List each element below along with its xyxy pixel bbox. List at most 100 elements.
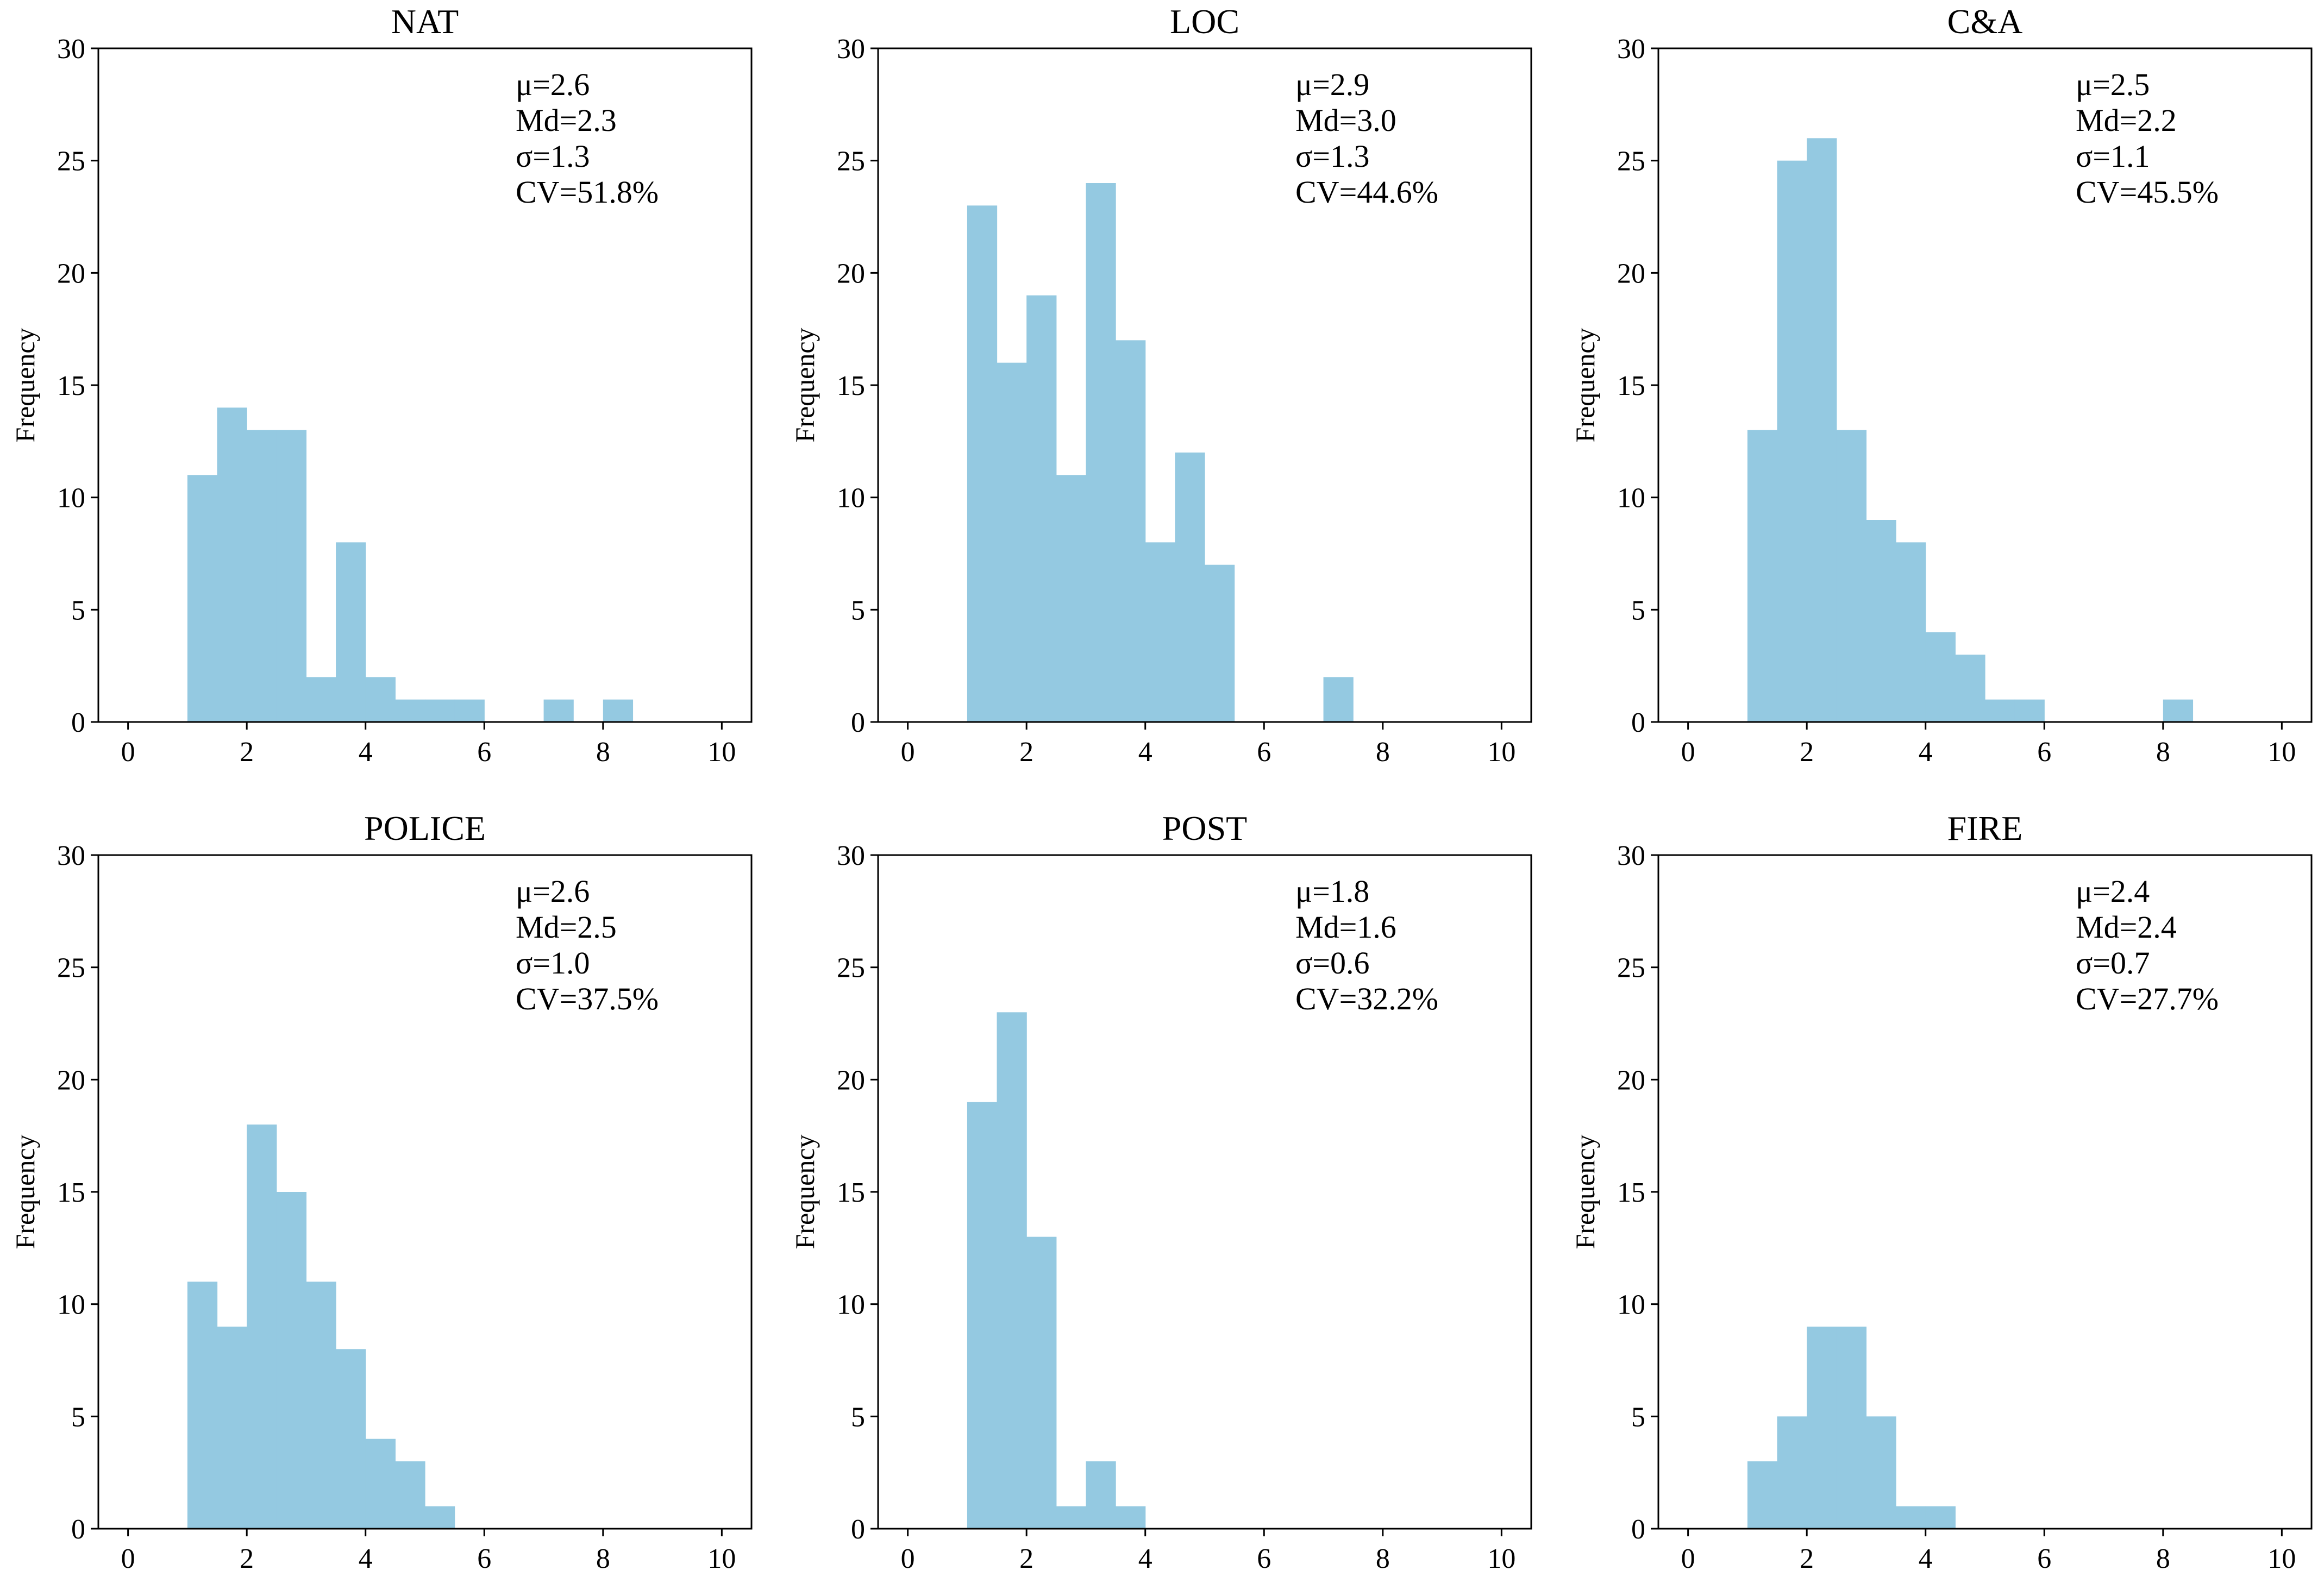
y-tick-label: 20 bbox=[1617, 1065, 1645, 1096]
x-tick-label: 8 bbox=[596, 737, 610, 768]
stat-annotation: μ=2.6 bbox=[516, 874, 590, 909]
x-tick-label: 8 bbox=[2156, 737, 2170, 768]
panel-post: 0 2 4 6 8 10 0 5 10 15 20 25 30 POST Frequency μ=1.8Md=… bbox=[790, 809, 1532, 1574]
stat-annotation: Md=2.5 bbox=[516, 909, 617, 945]
panel-title: POLICE bbox=[364, 809, 486, 847]
stat-annotation: σ=0.6 bbox=[1295, 945, 1369, 981]
x-tick-label: 0 bbox=[901, 1543, 915, 1574]
histogram-bar bbox=[1116, 340, 1146, 722]
histogram-bar bbox=[1866, 1416, 1896, 1529]
panel-fire: 0 2 4 6 8 10 0 5 10 15 20 25 30 FIRE Frequency μ=2.4Md=… bbox=[1570, 809, 2313, 1574]
histogram-bar bbox=[1056, 1506, 1087, 1529]
histogram-bar bbox=[217, 1327, 247, 1529]
stat-annotation: CV=32.2% bbox=[1295, 981, 1438, 1016]
histogram-bar bbox=[997, 1012, 1027, 1529]
y-tick-label: 20 bbox=[837, 258, 865, 289]
x-tick-label: 6 bbox=[477, 1543, 491, 1574]
histogram-bar bbox=[187, 1282, 218, 1529]
x-tick-label: 0 bbox=[901, 737, 915, 768]
histogram-bar bbox=[1866, 520, 1896, 722]
histogram-bar bbox=[276, 430, 307, 722]
y-tick-label: 5 bbox=[1631, 595, 1645, 626]
x-tick-label: 6 bbox=[477, 737, 491, 768]
y-axis-label: Frequency bbox=[1570, 1134, 1600, 1249]
y-tick-label: 5 bbox=[1631, 1402, 1645, 1433]
histogram-bar bbox=[1026, 295, 1057, 722]
x-tick-label: 2 bbox=[1800, 737, 1814, 768]
histogram-bar bbox=[603, 699, 634, 722]
histogram-bar bbox=[1925, 1506, 1956, 1529]
y-tick-label: 10 bbox=[57, 483, 85, 514]
stat-annotation: CV=27.7% bbox=[2076, 981, 2219, 1016]
histogram-bar bbox=[1896, 1506, 1926, 1529]
histogram-bar bbox=[306, 1282, 336, 1529]
stat-annotation: σ=1.3 bbox=[516, 139, 590, 174]
y-axis-label: Frequency bbox=[790, 1134, 820, 1249]
y-tick-label: 5 bbox=[71, 1402, 85, 1433]
y-tick-label: 10 bbox=[57, 1290, 85, 1321]
x-tick-label: 0 bbox=[1681, 1543, 1695, 1574]
panel-title: FIRE bbox=[1947, 809, 2023, 847]
histogram-bar bbox=[247, 430, 277, 722]
stat-annotation: CV=51.8% bbox=[516, 174, 659, 210]
x-tick-label: 8 bbox=[1376, 737, 1390, 768]
y-tick-label: 15 bbox=[57, 1177, 85, 1208]
x-tick-label: 6 bbox=[2037, 737, 2051, 768]
x-tick-label: 10 bbox=[1487, 737, 1515, 768]
axes-frame bbox=[1657, 854, 2313, 1530]
y-tick-label: 25 bbox=[837, 953, 865, 984]
y-tick-label: 30 bbox=[837, 840, 865, 871]
x-tick-label: 2 bbox=[1019, 737, 1033, 768]
histogram-bar bbox=[967, 1102, 998, 1529]
histogram-bar bbox=[336, 542, 366, 722]
stat-annotation: CV=45.5% bbox=[2076, 174, 2219, 210]
y-tick-label: 25 bbox=[57, 146, 85, 177]
x-tick-label: 8 bbox=[1376, 1543, 1390, 1574]
y-tick-label: 25 bbox=[1617, 953, 1645, 984]
histogram-bar bbox=[2014, 699, 2045, 722]
histogram-bar bbox=[1145, 542, 1175, 722]
histogram-bar bbox=[1777, 160, 1807, 723]
stat-annotation: μ=2.9 bbox=[1295, 67, 1369, 102]
histogram-bar bbox=[395, 1461, 425, 1529]
panel-title: C&A bbox=[1947, 2, 2023, 41]
stat-annotation: Md=3.0 bbox=[1295, 103, 1396, 138]
x-tick-label: 4 bbox=[1138, 1543, 1152, 1574]
x-tick-label: 10 bbox=[2267, 737, 2296, 768]
panel-loc: 0 2 4 6 8 10 0 5 10 15 20 25 30 LOC Frequency μ=2.9Md=3… bbox=[790, 2, 1532, 768]
y-tick-label: 5 bbox=[851, 595, 865, 626]
histogram-bar bbox=[1323, 677, 1354, 722]
histogram-bar bbox=[1925, 632, 1956, 722]
panel-nat: 0 2 4 6 8 10 0 5 10 15 20 25 30 NAT Frequency μ=2.6Md=2… bbox=[10, 2, 753, 768]
histogram-bar bbox=[1807, 1327, 1837, 1529]
stat-annotation: σ=1.1 bbox=[2076, 139, 2150, 174]
y-tick-label: 15 bbox=[57, 370, 85, 401]
panel-c-a: 0 2 4 6 8 10 0 5 10 15 20 25 30 C&A Frequency μ=2.5Md=2… bbox=[1570, 2, 2313, 768]
y-tick-label: 10 bbox=[837, 1290, 865, 1321]
histogram-bar bbox=[1955, 655, 1985, 722]
histogram-bar bbox=[365, 1439, 396, 1529]
y-axis-label: Frequency bbox=[790, 328, 820, 442]
y-tick-label: 25 bbox=[837, 146, 865, 177]
histogram-bar bbox=[336, 1349, 366, 1529]
y-tick-label: 10 bbox=[1617, 1290, 1645, 1321]
y-tick-label: 0 bbox=[851, 707, 865, 738]
x-tick-label: 6 bbox=[2037, 1543, 2051, 1574]
y-tick-label: 15 bbox=[1617, 1177, 1645, 1208]
x-tick-label: 10 bbox=[707, 1543, 736, 1574]
y-tick-label: 20 bbox=[57, 1065, 85, 1096]
histogram-bar bbox=[1985, 699, 2015, 722]
y-tick-label: 0 bbox=[1631, 1514, 1645, 1545]
histogram-bar bbox=[1896, 542, 1926, 722]
stat-annotation: σ=1.3 bbox=[1295, 139, 1369, 174]
x-tick-label: 6 bbox=[1257, 737, 1271, 768]
histogram-bar bbox=[187, 475, 218, 722]
y-axis-label: Frequency bbox=[1570, 328, 1600, 442]
y-tick-label: 5 bbox=[71, 595, 85, 626]
stat-annotation: μ=2.5 bbox=[2076, 67, 2150, 102]
x-tick-label: 4 bbox=[1919, 737, 1933, 768]
x-tick-label: 6 bbox=[1257, 1543, 1271, 1574]
x-tick-label: 10 bbox=[2267, 1543, 2296, 1574]
histogram-bar bbox=[1086, 1461, 1116, 1529]
